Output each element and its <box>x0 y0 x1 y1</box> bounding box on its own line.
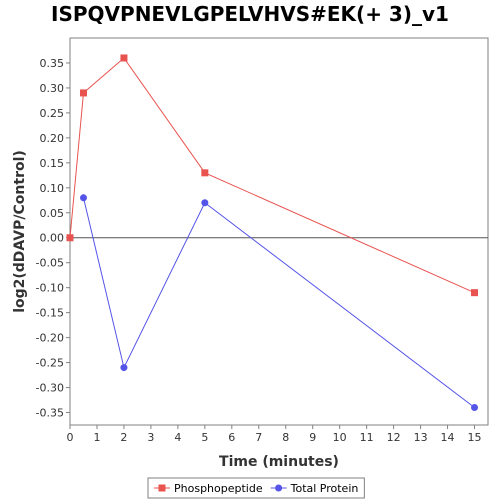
data-point-total-protein <box>471 404 479 412</box>
data-point-phosphopeptide <box>201 169 209 177</box>
series-line-total-protein <box>82 197 475 408</box>
data-point-phosphopeptide <box>66 234 74 242</box>
y-tick-label: 0.15 <box>40 157 65 170</box>
y-tick-label: -0.05 <box>36 257 64 270</box>
y-tick-label: 0.20 <box>40 132 65 145</box>
x-tick-label: 11 <box>360 431 374 444</box>
x-tick-label: 2 <box>120 431 127 444</box>
x-tick-label: 1 <box>93 431 100 444</box>
data-point-total-protein <box>201 199 209 207</box>
x-tick-label: 7 <box>255 431 262 444</box>
y-tick-label: -0.10 <box>36 282 64 295</box>
x-tick-label: 12 <box>387 431 401 444</box>
y-axis-title: log2(dDAVP/Control) <box>12 150 28 313</box>
y-tick-label: 0.30 <box>40 82 65 95</box>
y-tick-label: -0.20 <box>36 332 64 345</box>
y-tick-label: -0.25 <box>36 357 64 370</box>
x-tick-label: 0 <box>67 431 74 444</box>
legend-label-total-protein: Total Protein <box>290 482 359 495</box>
x-tick-label: 14 <box>441 431 455 444</box>
axis-ticks: 0 1 2 3 4 5 6 7 8 9 10 11 12 13 14 150.350.300.250.200.… <box>36 57 482 444</box>
x-tick-label: 6 <box>228 431 235 444</box>
legend-marker-phosphopeptide <box>158 484 166 492</box>
legend-box <box>147 477 365 499</box>
x-tick-label: 15 <box>468 431 482 444</box>
plot-area <box>69 37 489 426</box>
chart-title: ISPQVPNEVLGPELVHVS#EK(+ 3)_v1 <box>51 2 449 26</box>
y-tick-label: 0.05 <box>40 207 65 220</box>
y-tick-label: -0.30 <box>36 382 64 395</box>
x-tick-label: 13 <box>414 431 428 444</box>
x-tick-label: 5 <box>201 431 208 444</box>
data-point-phosphopeptide <box>79 89 87 97</box>
y-tick-label: -0.35 <box>36 407 64 420</box>
x-axis-title: Time (minutes) <box>219 454 339 470</box>
x-tick-label: 10 <box>333 431 347 444</box>
y-tick-label: 0.35 <box>40 57 65 70</box>
legend-marker-total-protein <box>275 484 283 492</box>
data-point-total-protein <box>79 194 87 202</box>
x-tick-label: 8 <box>282 431 289 444</box>
y-tick-label: 0.25 <box>40 107 65 120</box>
y-tick-label: 0.00 <box>40 232 65 245</box>
data-point-phosphopeptide <box>471 289 479 297</box>
x-tick-label: 3 <box>147 431 154 444</box>
x-tick-label: 4 <box>174 431 181 444</box>
y-tick-label: -0.15 <box>36 307 64 320</box>
data-point-phosphopeptide <box>120 54 128 62</box>
x-tick-label: 9 <box>309 431 316 444</box>
series-layer <box>66 54 479 412</box>
data-point-total-protein <box>120 364 128 372</box>
y-tick-label: 0.10 <box>40 182 65 195</box>
legend-label-phosphopeptide: Phosphopeptide <box>174 482 263 495</box>
legend: Phosphopeptide Total Protein <box>147 477 365 499</box>
